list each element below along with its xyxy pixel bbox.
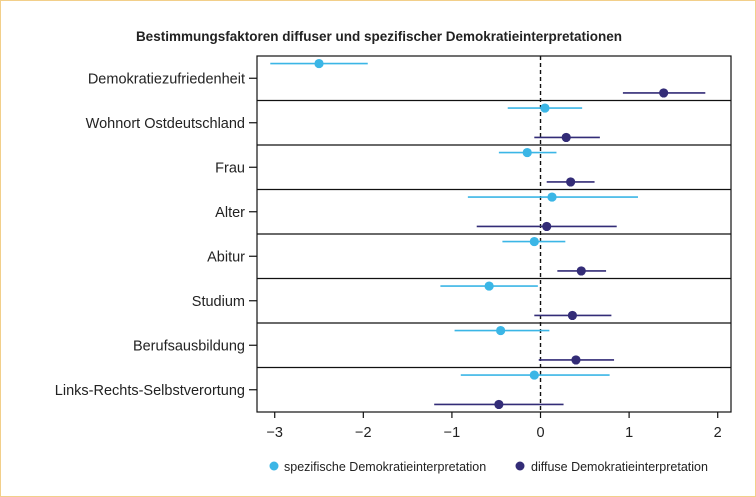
x-tick-label: 2	[714, 425, 722, 441]
y-category-label: Links-Rechts-Selbstverortung	[55, 383, 245, 399]
panel-separators	[257, 99, 731, 369]
point-spezifisch	[484, 281, 494, 291]
point-diffus	[659, 88, 669, 98]
x-tick-label: 1	[625, 425, 633, 441]
point-diffus	[571, 355, 581, 365]
point-diffus	[561, 132, 571, 143]
y-category-label: Studium	[192, 294, 245, 310]
point-diffus	[576, 266, 586, 276]
y-category-label: Alter	[215, 205, 245, 221]
point-diffus	[494, 399, 504, 410]
data-marks	[270, 58, 706, 410]
point-spezifisch	[522, 147, 532, 158]
legend-label-diffus: diffuse Demokratieinterpretation	[531, 460, 708, 474]
point-spezifisch	[529, 370, 539, 380]
y-category-label: Frau	[215, 160, 245, 176]
x-axis: −3 −2 −1 0 1 2	[266, 412, 722, 441]
y-axis-labels: Demokratiezufriedenheit Wohnort Ostdeutsc…	[55, 71, 257, 399]
point-spezifisch	[540, 103, 550, 113]
legend-marker-diffus	[515, 461, 525, 471]
legend: spezifische Demokratieinterpretation dif…	[269, 460, 708, 474]
point-diffus	[566, 177, 576, 187]
y-category-label: Abitur	[207, 249, 245, 265]
point-diffus	[542, 221, 552, 232]
y-category-label: Wohnort Ostdeutschland	[86, 116, 245, 132]
chart-title: Bestimmungsfaktoren diffuser und spezifi…	[136, 29, 622, 44]
legend-marker-spezifisch	[269, 461, 279, 471]
point-spezifisch	[314, 58, 324, 69]
point-spezifisch	[496, 325, 506, 336]
point-spezifisch	[529, 236, 539, 247]
y-category-label: Berufsausbildung	[133, 338, 245, 354]
x-tick-label: −1	[444, 425, 461, 441]
x-tick-label: 0	[536, 425, 544, 441]
x-tick-label: −2	[355, 425, 372, 441]
point-diffus	[567, 310, 578, 321]
legend-label-spezifisch: spezifische Demokratieinterpretation	[284, 460, 486, 474]
y-category-label: Demokratiezufriedenheit	[88, 71, 245, 87]
point-spezifisch	[547, 192, 557, 202]
x-tick-label: −3	[266, 425, 283, 441]
